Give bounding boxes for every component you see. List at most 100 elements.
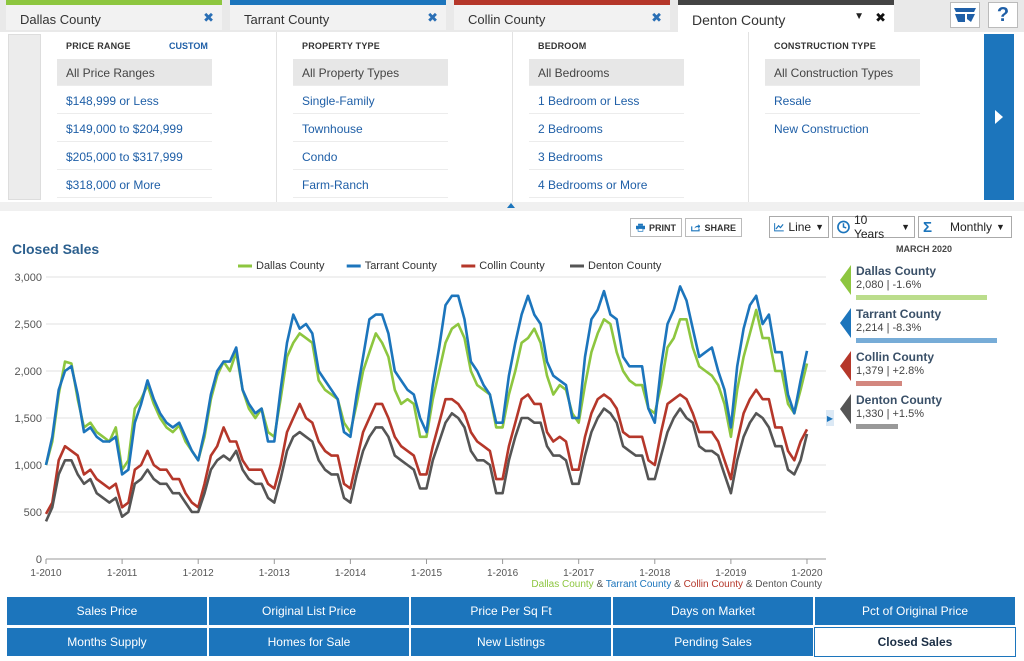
bedroom-option[interactable]: 2 Bedrooms: [529, 115, 684, 142]
caret-down-icon[interactable]: ▼: [854, 11, 864, 22]
footer-series-name: Collin County: [684, 579, 743, 590]
x-tick-label: 1-2010: [30, 568, 62, 579]
x-tick-label: 1-2015: [411, 568, 443, 579]
x-tick-label: 1-2019: [715, 568, 747, 579]
tab-collin-county[interactable]: Collin County ✖: [454, 0, 670, 30]
metric-price-per-sq-ft[interactable]: Price Per Sq Ft: [410, 596, 612, 626]
summary-collin-county: Collin County 1,379 | +2.8%: [836, 350, 1016, 390]
time-range-dropdown[interactable]: 10 Years ▼: [832, 213, 915, 241]
property-option[interactable]: Farm-Ranch: [293, 171, 448, 198]
bedroom-option[interactable]: 1 Bedroom or Less: [529, 87, 684, 114]
help-icon[interactable]: ?: [988, 2, 1018, 28]
series-line: [44, 407, 809, 522]
map-filter-icon[interactable]: [950, 2, 980, 28]
filter-panel-left-handle[interactable]: [8, 34, 41, 200]
custom-price-link[interactable]: CUSTOM: [169, 41, 208, 51]
price-option[interactable]: $148,999 or Less: [57, 87, 212, 114]
tab-denton-county[interactable]: Denton County ▼ ✖: [678, 0, 894, 32]
share-icon: [691, 224, 701, 232]
metric-homes-for-sale[interactable]: Homes for Sale: [208, 627, 410, 657]
metric-days-on-market[interactable]: Days on Market: [612, 596, 814, 626]
chart-type-dropdown[interactable]: Line ▼: [769, 216, 829, 238]
x-tick-label: 1-2014: [335, 568, 367, 579]
metric-sales-price[interactable]: Sales Price: [6, 596, 208, 626]
bedroom-column: BEDROOM All Bedrooms 1 Bedroom or Less 2…: [513, 32, 749, 202]
property-option[interactable]: All Property Types: [293, 59, 448, 86]
series-bar: [856, 424, 898, 429]
close-icon[interactable]: ✖: [651, 10, 662, 25]
property-type-column: PROPERTY TYPE All Property Types Single-…: [277, 32, 513, 202]
y-tick-label: 1,000: [14, 460, 42, 472]
tab-dallas-county[interactable]: Dallas County ✖: [6, 0, 222, 30]
footer-separator: &: [594, 579, 606, 590]
tab-tarrant-county[interactable]: Tarrant County ✖: [230, 0, 446, 30]
series-name: Collin County: [856, 350, 934, 364]
summary-dallas-county: Dallas County 2,080 | -1.6%: [836, 264, 1016, 304]
metric-pending-sales[interactable]: Pending Sales: [612, 627, 814, 657]
series-value: 1,330 | +1.5%: [856, 408, 924, 420]
share-button[interactable]: SHARE: [685, 218, 742, 237]
y-tick-label: 1,500: [14, 413, 42, 425]
price-option[interactable]: $149,000 to $204,999: [57, 115, 212, 142]
x-tick-label: 1-2013: [259, 568, 291, 579]
series-name: Dallas County: [856, 264, 937, 278]
series-footer: Dallas County & Tarrant County & Collin …: [531, 579, 822, 590]
series-value: 2,080 | -1.6%: [856, 279, 922, 291]
bedroom-option[interactable]: 4 Bedrooms or More: [529, 171, 684, 198]
caret-down-icon: ▼: [996, 222, 1005, 232]
x-tick-label: 1-2020: [791, 568, 823, 579]
chart-type-value: Line: [788, 220, 812, 234]
caret-down-icon: ▼: [815, 222, 824, 232]
chevron-right-icon: [995, 110, 1003, 124]
metric-original-list-price[interactable]: Original List Price: [208, 596, 410, 626]
close-icon[interactable]: ✖: [427, 10, 438, 25]
metric-months-supply[interactable]: Months Supply: [6, 627, 208, 657]
print-button[interactable]: PRINT: [630, 218, 682, 237]
series-marker: [840, 394, 851, 424]
footer-separator: &: [671, 579, 683, 590]
interval-value: Monthly: [950, 220, 993, 234]
property-option[interactable]: Condo: [293, 143, 448, 170]
summary-month: MARCH 2020: [895, 244, 953, 254]
construction-option[interactable]: Resale: [765, 87, 920, 114]
price-option[interactable]: All Price Ranges: [57, 59, 212, 86]
close-icon[interactable]: ✖: [203, 10, 214, 25]
property-option[interactable]: Single-Family: [293, 87, 448, 114]
x-tick-label: 1-2016: [487, 568, 519, 579]
x-tick-label: 1-2012: [183, 568, 215, 579]
bedroom-option[interactable]: All Bedrooms: [529, 59, 684, 86]
property-option[interactable]: Townhouse: [293, 115, 448, 142]
y-tick-label: 0: [36, 554, 42, 566]
series-name: Denton County: [856, 393, 942, 407]
legend-label: Tarrant County: [365, 260, 438, 272]
interval-dropdown[interactable]: Σ Monthly ▼: [918, 216, 1012, 238]
caret-down-icon: ▼: [901, 222, 910, 232]
tab-label: Denton County: [692, 12, 786, 28]
metric-new-listings[interactable]: New Listings: [410, 627, 612, 657]
time-range-value: 10 Years: [853, 213, 885, 241]
legend-label: Dallas County: [256, 260, 325, 272]
legend-label: Collin County: [479, 260, 545, 272]
x-tick-label: 1-2011: [107, 568, 138, 579]
bedroom-header: BEDROOM: [538, 41, 587, 51]
county-tab-bar: Dallas County ✖ Tarrant County ✖ Collin …: [0, 0, 1024, 32]
series-value: 1,379 | +2.8%: [856, 365, 924, 377]
price-option[interactable]: $205,000 to $317,999: [57, 143, 212, 170]
bedroom-option[interactable]: 3 Bedrooms: [529, 143, 684, 170]
caret-up-icon[interactable]: [507, 203, 515, 208]
y-tick-label: 3,000: [14, 272, 42, 284]
construction-option[interactable]: All Construction Types: [765, 59, 920, 86]
filter-next-button[interactable]: [984, 34, 1014, 200]
construction-option[interactable]: New Construction: [774, 122, 869, 136]
price-option[interactable]: $318,000 or More: [57, 171, 212, 198]
footer-series-name: Tarrant County: [606, 579, 672, 590]
side-panel-toggle[interactable]: ▶: [826, 410, 834, 426]
series-marker: [840, 265, 851, 295]
series-bar: [856, 338, 997, 343]
metric-pct-of-original-price[interactable]: Pct of Original Price: [814, 596, 1016, 626]
close-icon[interactable]: ✖: [875, 10, 886, 25]
y-tick-label: 2,000: [14, 366, 42, 378]
metric-closed-sales[interactable]: Closed Sales: [814, 627, 1016, 657]
summary-tarrant-county: Tarrant County 2,214 | -8.3%: [836, 307, 1016, 347]
legend-label: Denton County: [588, 260, 662, 272]
